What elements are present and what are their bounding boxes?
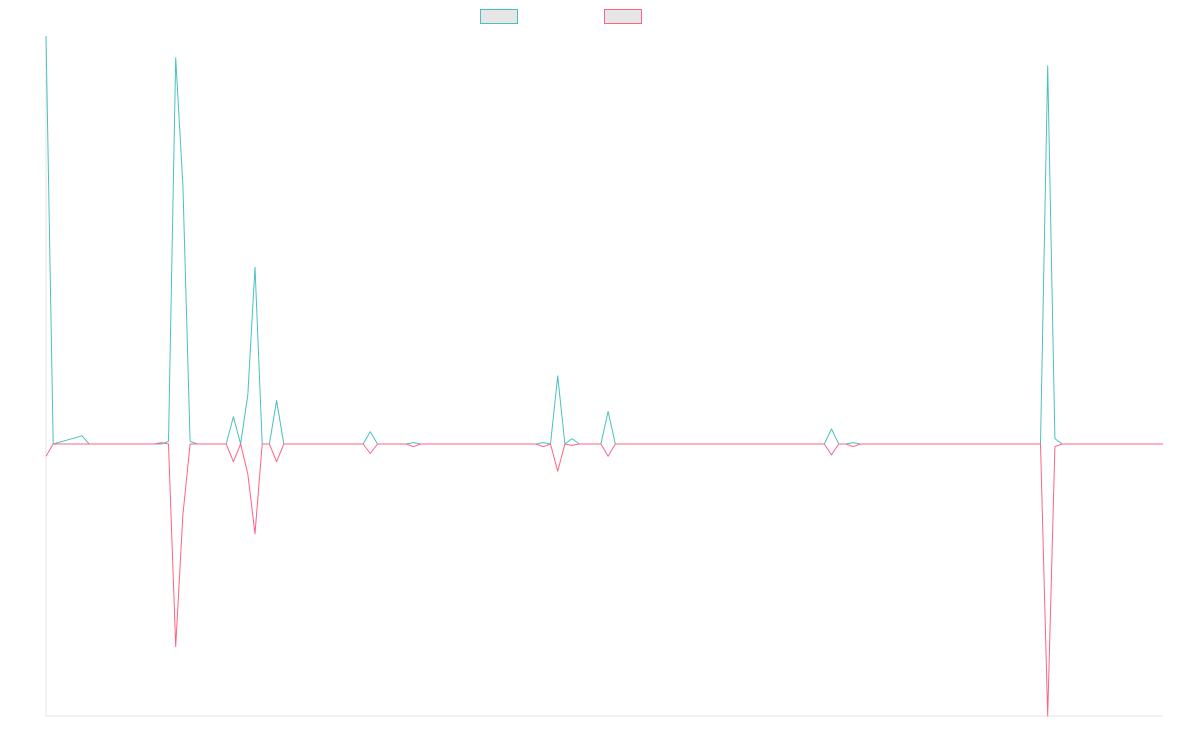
legend-swatch-series-2 <box>604 9 642 24</box>
legend-item-series-2[interactable] <box>604 9 642 24</box>
legend-item-series-1[interactable] <box>480 9 518 24</box>
chart-legend <box>0 9 1200 27</box>
legend-swatch-series-1 <box>480 9 518 24</box>
series-line-2 <box>45 442 1163 717</box>
series-layer <box>45 35 1163 717</box>
series-line-1 <box>45 35 1163 445</box>
